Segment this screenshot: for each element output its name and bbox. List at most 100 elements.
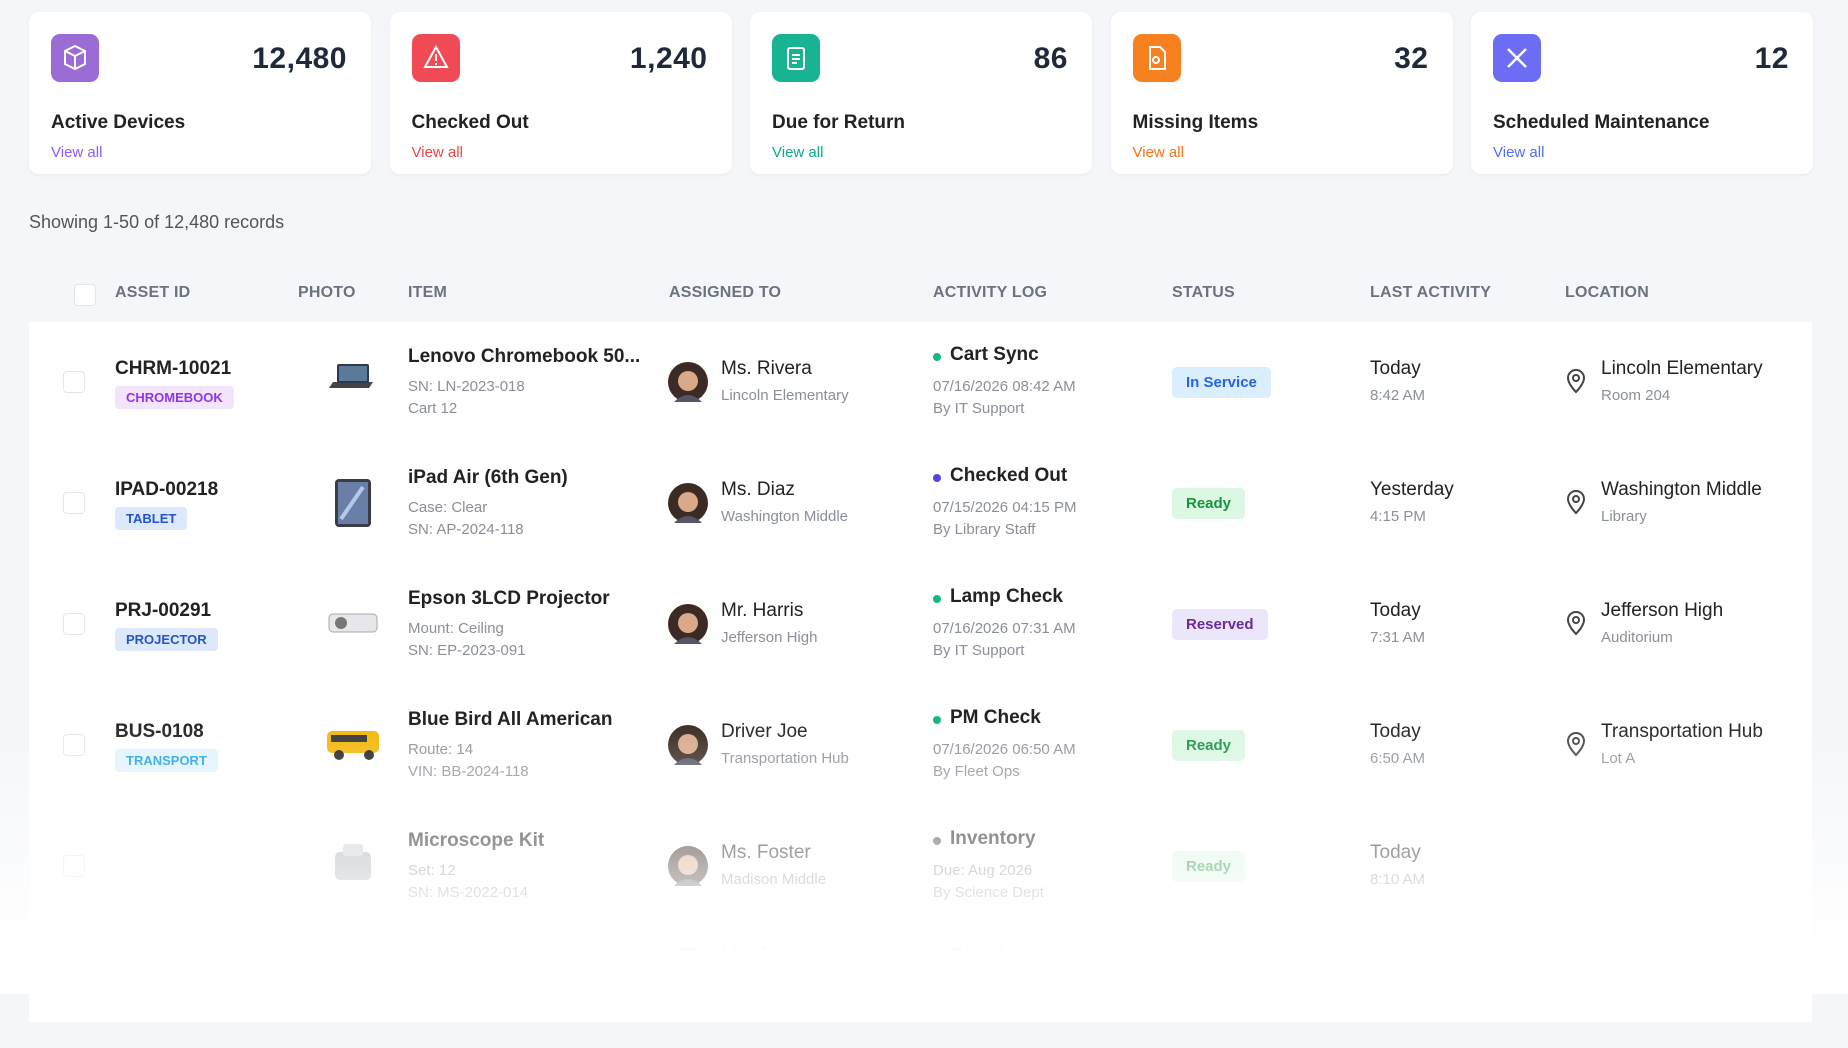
activity-dot	[933, 954, 941, 962]
stat-card[interactable]: 12,480 Active Devices View all	[29, 12, 371, 174]
table-row[interactable]: CHRM-10021 CHROMEBOOK Lenovo Chromebook 50…	[29, 322, 1812, 443]
stat-card[interactable]: 86 Due for Return View all	[750, 12, 1092, 174]
asset-tag: PROJECTOR	[115, 628, 218, 651]
row-checkbox[interactable]	[63, 855, 85, 877]
asset-photo	[325, 354, 381, 415]
card-value: 12,480	[252, 42, 347, 75]
row-checkbox[interactable]	[63, 734, 85, 756]
card-value: 12	[1754, 42, 1789, 75]
card-icon	[51, 34, 99, 82]
avatar	[668, 604, 708, 649]
activity-dot	[933, 837, 941, 845]
avatar	[668, 846, 708, 891]
activity-title: Checked Out	[950, 465, 1068, 486]
location-detail: Room 204	[1601, 387, 1671, 404]
item-detail: SN: LN-2023-018	[408, 378, 525, 395]
activity-detail: By Fleet Ops	[933, 763, 1020, 780]
activity-detail: 07/16/2026 08:42 AM	[933, 378, 1076, 395]
location-icon	[1565, 368, 1587, 399]
activity-detail: 07/16/2026 07:31 AM	[933, 620, 1076, 637]
last-activity-time: 6:50 AM	[1370, 750, 1426, 767]
assignee-name: Ms. Diaz	[721, 479, 795, 500]
card-label: Active Devices	[51, 112, 186, 133]
last-activity-day: Today	[1370, 358, 1421, 379]
asset-photo	[325, 596, 381, 657]
avatar	[668, 483, 708, 528]
item-name: Epson 3LCD Projector	[408, 588, 610, 609]
stat-card[interactable]: 1,240 Checked Out View all	[389, 12, 732, 174]
card-label: Missing Items	[1132, 112, 1259, 133]
activity-title: Circulation	[950, 945, 1050, 966]
activity-dot	[933, 716, 941, 724]
asset-id: IPAD-00218	[115, 479, 219, 500]
stat-card[interactable]: 12 Scheduled Maintenance View all	[1471, 12, 1813, 174]
activity-dot	[933, 595, 941, 603]
select-all-checkbox[interactable]	[74, 284, 96, 306]
view-all-link[interactable]: View all	[772, 144, 824, 161]
card-icon	[772, 34, 820, 82]
view-all-link[interactable]: View all	[411, 144, 463, 161]
status-badge: Reserved	[1172, 609, 1268, 640]
item-detail: Case: Clear	[408, 499, 488, 516]
card-label: Due for Return	[772, 112, 905, 133]
avatar	[668, 947, 708, 992]
last-activity-time: 7:31 AM	[1370, 629, 1426, 646]
assignee-site: Washington Middle	[721, 508, 849, 525]
location-detail: Auditorium	[1601, 629, 1673, 646]
card-icon	[411, 34, 460, 82]
assignee-name: Driver Joe	[721, 721, 808, 742]
assignee-name: Mr. Harris	[721, 600, 804, 621]
table-row[interactable]: PRJ-00291 PROJECTOR Epson 3LCD Projector Mo…	[29, 564, 1812, 685]
column-header: STATUS	[1172, 284, 1235, 301]
item-detail: Set: 12	[408, 862, 456, 879]
item-detail: Mount: Ceiling	[408, 620, 504, 637]
activity-title: Inventory	[950, 828, 1036, 849]
asset-id: BUS-0108	[115, 721, 204, 742]
activity-detail: 07/16/2026 06:50 AM	[933, 741, 1076, 758]
asset-tag: TRANSPORT	[115, 749, 218, 772]
table-row[interactable]: BUS-0108 TRANSPORT Blue Bird All American R…	[29, 685, 1812, 806]
row-checkbox[interactable]	[63, 613, 85, 635]
location-icon	[1565, 731, 1587, 762]
view-all-link[interactable]: View all	[1493, 144, 1545, 161]
asset-photo	[325, 717, 381, 778]
card-label: Scheduled Maintenance	[1493, 112, 1710, 133]
card-label: Checked Out	[411, 112, 529, 133]
asset-id: PRJ-00291	[115, 600, 212, 621]
card-icon	[1493, 34, 1541, 82]
stat-card[interactable]: 32 Missing Items View all	[1110, 12, 1453, 174]
activity-detail: By Science Dept	[933, 884, 1044, 901]
asset-photo	[325, 475, 381, 536]
column-header: ITEM	[408, 284, 448, 301]
row-checkbox[interactable]	[63, 492, 85, 514]
assignee-site: Lincoln Elementary	[721, 387, 849, 404]
table-body: CHRM-10021 CHROMEBOOK Lenovo Chromebook 50…	[29, 322, 1812, 1022]
table-row[interactable]: Ms. Janet Circulation	[29, 927, 1812, 1048]
status-badge: Ready	[1172, 730, 1246, 761]
last-activity-time: 4:15 PM	[1370, 508, 1426, 525]
view-all-link[interactable]: View all	[1132, 144, 1184, 161]
assignee-name: Ms. Rivera	[721, 358, 812, 379]
item-name: Microscope Kit	[408, 830, 545, 851]
table-row[interactable]: IPAD-00218 TABLET iPad Air (6th Gen) Case: …	[29, 443, 1812, 564]
item-detail: SN: EP-2023-091	[408, 642, 526, 659]
assignee-site: Transportation Hub	[721, 750, 849, 767]
row-checkbox[interactable]	[63, 371, 85, 393]
last-activity-day: Today	[1370, 600, 1421, 621]
location-icon	[1565, 489, 1587, 520]
item-detail: VIN: BB-2024-118	[408, 763, 529, 780]
item-detail: Cart 12	[408, 400, 458, 417]
records-summary: Showing 1-50 of 12,480 records	[29, 212, 285, 232]
table-header: ASSET ID PHOTO ITEM ASSIGNED TO ACTIVITY LOG…	[29, 270, 1812, 322]
activity-detail: By Library Staff	[933, 521, 1036, 538]
activity-detail: Due: Aug 2026	[933, 862, 1033, 879]
item-detail: SN: MS-2022-014	[408, 884, 529, 901]
table-row[interactable]: Microscope Kit Set: 12 SN: MS-2022-014 Ms. …	[29, 806, 1812, 927]
assignee-site: Jefferson High	[721, 629, 818, 646]
item-name: Blue Bird All American	[408, 709, 613, 730]
item-detail: Route: 14	[408, 741, 474, 758]
view-all-link[interactable]: View all	[51, 144, 103, 161]
activity-dot	[933, 474, 941, 482]
asset-tag: TABLET	[115, 507, 188, 530]
status-badge: Ready	[1172, 488, 1246, 519]
